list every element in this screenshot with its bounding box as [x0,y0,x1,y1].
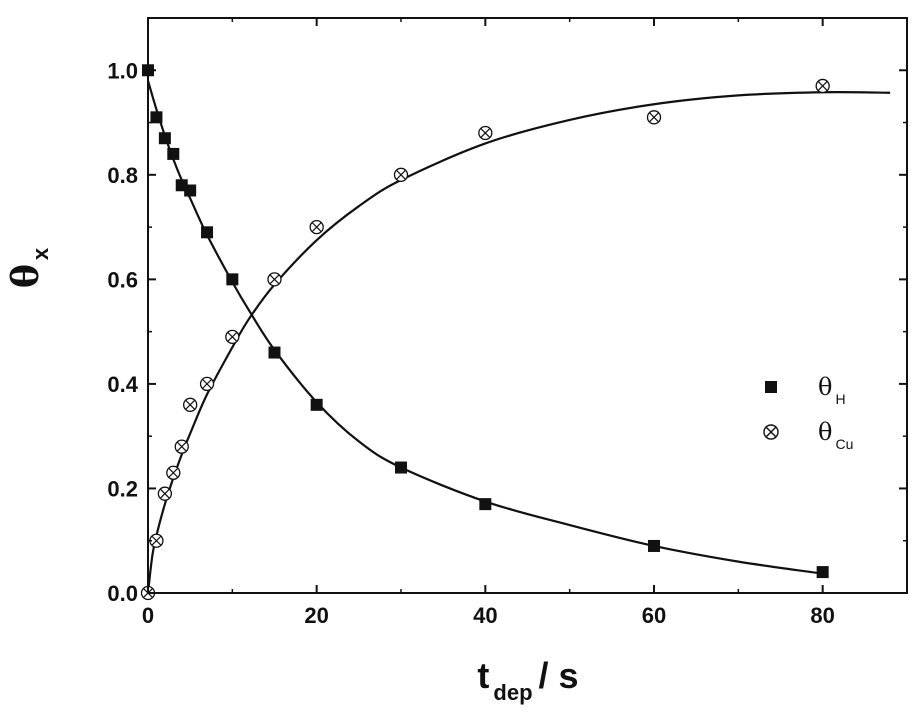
legend-item-theta-cu: θ Cu [763,418,853,452]
data-point-cross [817,80,828,91]
data-point-cross [176,441,187,452]
fit-curve-theta-cu [146,91,891,594]
x-axis-label: t dep / s [477,655,578,705]
plot-border [147,17,908,594]
data-point-theta-cu [267,272,282,287]
data-point-theta-cu [393,167,409,182]
x-tick-label: 20 [304,603,328,628]
data-point-cross [168,467,179,478]
data-point-theta-h [479,498,492,511]
data-point-theta-h [158,132,171,145]
data-point-theta-h [268,346,281,359]
x-tick-label: 0 [142,603,154,628]
data-point-cross [159,488,170,499]
data-point-theta-h [184,184,197,197]
data-point-cross [227,331,238,342]
data-point-theta-cu [166,465,181,480]
data-point-cross [311,222,322,233]
data-point-theta-h [150,111,163,124]
legend-marker-filled-square [765,381,777,393]
data-point-theta-h [226,273,239,286]
data-point-theta-cu [646,110,662,125]
plot-area [147,17,908,594]
y-axis-label: θx [5,247,53,288]
x-tick-label: 40 [473,603,497,628]
data-point-theta-h [167,147,180,160]
fit-curves [146,80,891,594]
data-point-theta-cu [478,125,493,141]
x-tick-label: 80 [810,603,834,628]
data-point-theta-h [816,566,829,579]
y-tick-label: 0.0 [107,581,138,606]
data-point-theta-cu [225,329,240,345]
data-point-theta-cu [149,533,164,548]
data-point-cross [151,535,162,546]
data-point-theta-h [395,461,407,474]
data-point-cross [269,274,280,285]
y-tick-label: 1.0 [107,58,138,83]
data-point-cross [185,399,196,410]
data-point-cross [395,169,407,180]
y-tick-label: 0.2 [107,476,138,501]
legend-marker-crossed-circle [763,424,779,440]
data-point-theta-cu [157,486,173,501]
data-point-cross [648,112,660,123]
legend-label-theta-cu: θ Cu [818,418,853,452]
x-axis-ticks: 0 20 40 60 80 [142,18,835,628]
y-tick-label: 0.4 [107,372,138,397]
data-point-cross [202,378,213,389]
y-tick-label: 0.8 [107,163,138,188]
data-point-theta-cu [174,439,189,454]
data-point-theta-h [310,398,323,411]
x-tick-label: 60 [642,603,666,628]
data-point-cross [480,127,491,139]
y-tick-label: 0.6 [107,267,138,292]
data-point-theta-h [648,539,660,552]
data-point-theta-h [201,226,214,239]
data-point-theta-cu [815,78,830,94]
data-point-theta-cu [183,397,198,412]
y-axis-ticks: 0.0 0.2 0.4 0.6 0.8 1.0 [107,17,907,606]
data-point-theta-cu [309,219,324,235]
data-point-theta-cu [199,376,215,392]
